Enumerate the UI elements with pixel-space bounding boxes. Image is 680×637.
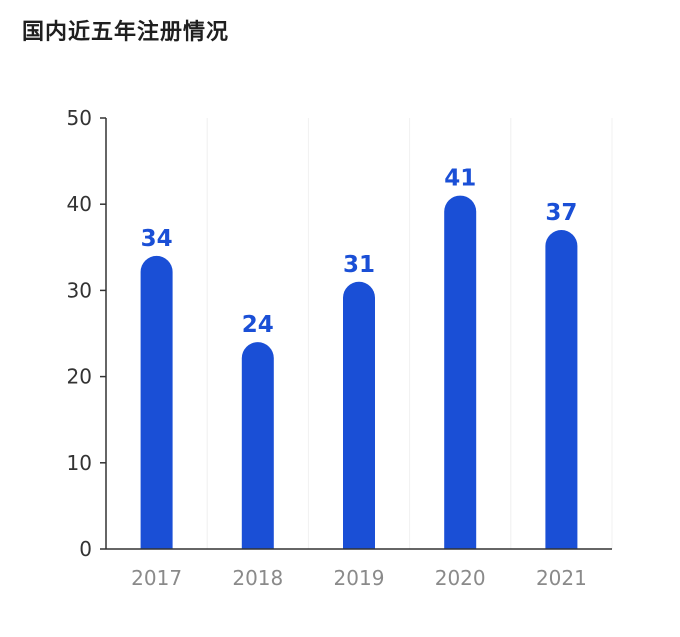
bar-2017 — [140, 255, 173, 549]
chart-title: 国内近五年注册情况 — [22, 20, 230, 45]
x-tick-label: 2017 — [131, 566, 182, 590]
data-label-2019: 31 — [343, 252, 375, 278]
bar-2018 — [241, 342, 274, 549]
y-tick-label: 20 — [67, 365, 92, 389]
y-tick-label: 40 — [67, 192, 92, 216]
x-axis: 2017 2018 2019 2020 2021 — [106, 548, 612, 590]
bar-2021 — [545, 230, 578, 549]
x-tick-label: 2021 — [536, 566, 587, 590]
grid-separators — [206, 118, 613, 549]
x-tick-label: 2018 — [232, 566, 283, 590]
data-label-2021: 37 — [545, 200, 577, 226]
x-tick-label: 2020 — [435, 566, 486, 590]
y-tick-label: 30 — [67, 278, 92, 302]
y-tick-label: 10 — [67, 451, 92, 475]
x-tick-label: 2019 — [334, 566, 385, 590]
data-label-2018: 24 — [242, 312, 274, 338]
bars — [140, 195, 578, 549]
bar-2019 — [343, 281, 375, 549]
data-label-2017: 34 — [141, 226, 173, 252]
data-labels: 34 24 31 41 37 — [141, 166, 578, 339]
data-label-2020: 41 — [444, 166, 476, 192]
y-tick-label: 50 — [67, 106, 92, 130]
bar-2020 — [444, 195, 477, 549]
y-axis: 0 10 20 30 40 50 — [67, 106, 107, 561]
y-tick-label: 0 — [79, 537, 92, 561]
